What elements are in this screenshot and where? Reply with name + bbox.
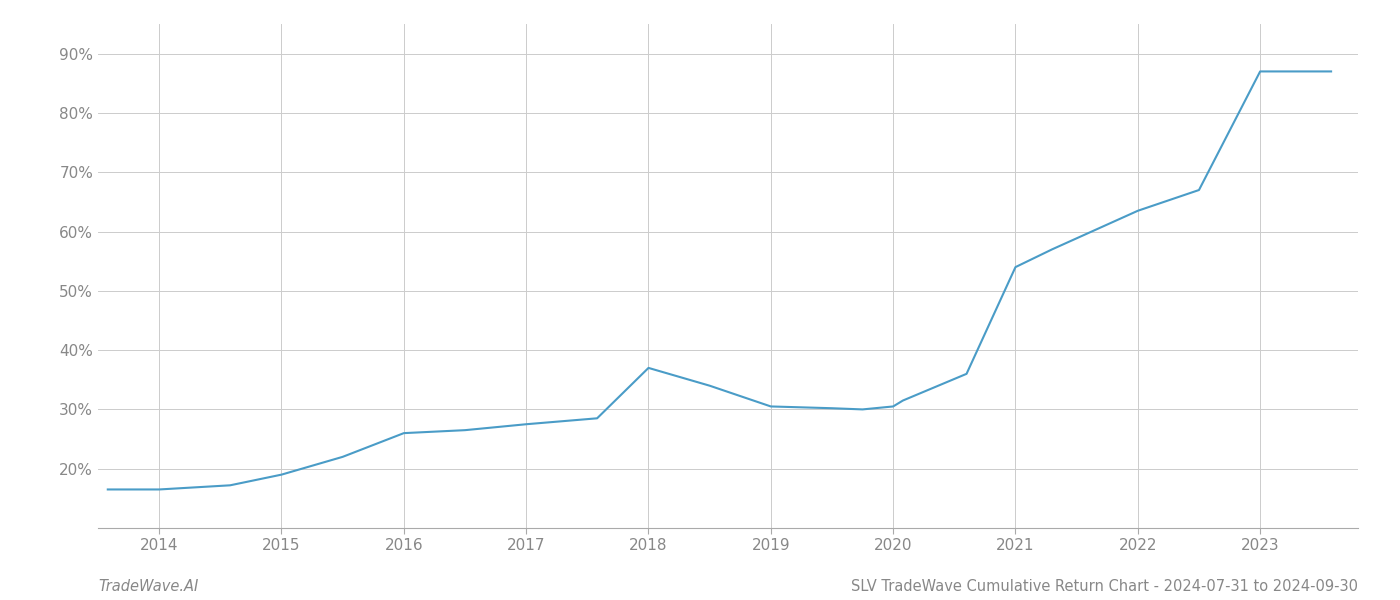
Text: TradeWave.AI: TradeWave.AI — [98, 579, 199, 594]
Text: SLV TradeWave Cumulative Return Chart - 2024-07-31 to 2024-09-30: SLV TradeWave Cumulative Return Chart - … — [851, 579, 1358, 594]
